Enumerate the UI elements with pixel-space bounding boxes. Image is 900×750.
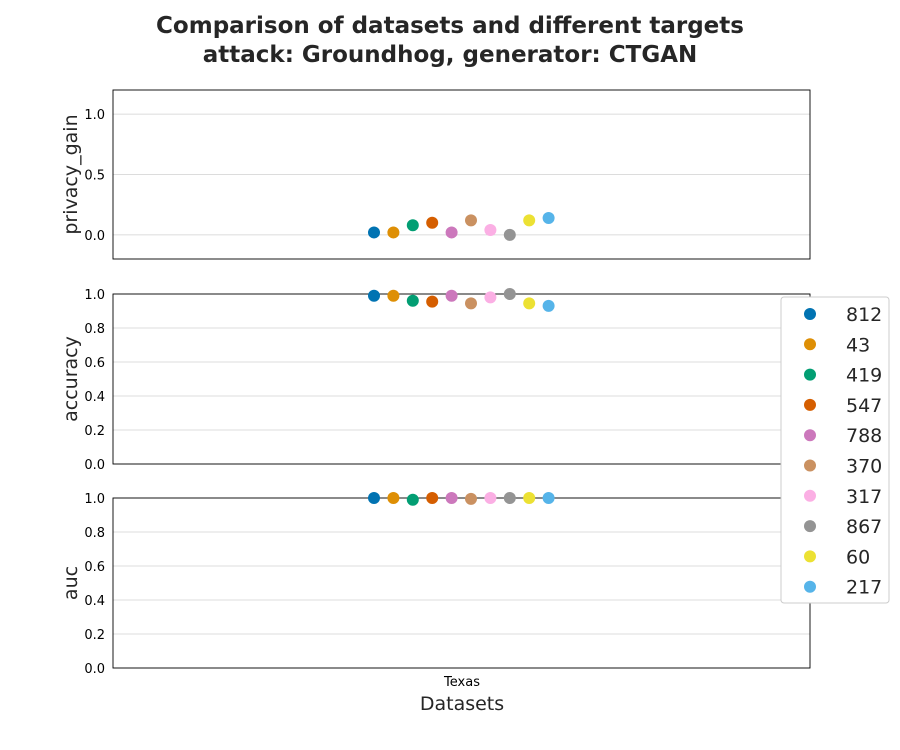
legend-marker: [804, 459, 816, 472]
plot-area: [113, 294, 810, 464]
point-370: [465, 214, 477, 227]
y-tick-label: 0.0: [84, 458, 105, 473]
y-tick-label: 0.0: [84, 229, 105, 244]
y-tick-label: 0.5: [84, 169, 105, 184]
chart-title-line2: attack: Groundhog, generator: CTGAN: [203, 42, 698, 68]
legend-label: 788: [846, 425, 882, 447]
y-tick-label: 1.0: [84, 288, 105, 303]
point-43: [387, 492, 400, 504]
legend-marker: [804, 580, 816, 593]
chart-title-line1: Comparison of datasets and different tar…: [156, 13, 744, 39]
point-419: [406, 219, 419, 232]
legend-label: 217: [846, 577, 882, 599]
point-317: [484, 224, 497, 237]
point-370: [465, 492, 477, 505]
y-tick-label: 0.4: [84, 390, 105, 405]
legend-marker: [804, 368, 816, 381]
panel-accuracy: 0.0 0.2 0.4 0.6 0.8 1.0 accuracy: [60, 288, 811, 473]
legend-label: 419: [846, 365, 882, 387]
legend-marker: [804, 429, 816, 442]
point-419: [406, 294, 419, 307]
legend-label: 547: [846, 395, 882, 417]
y-tick-label: 1.0: [84, 108, 105, 123]
point-317: [484, 291, 497, 304]
legend-label: 43: [846, 334, 870, 356]
y-axis-label: privacy_gain: [60, 114, 82, 234]
y-tick-label: 0.4: [84, 594, 105, 609]
point-60: [523, 214, 536, 227]
legend-label: 317: [846, 486, 882, 508]
legend-marker: [804, 550, 816, 563]
y-tick-label: 0.8: [84, 322, 105, 337]
y-tick-label: 0.6: [84, 356, 105, 371]
point-547: [426, 216, 439, 229]
y-tick-label: 0.2: [84, 628, 105, 643]
legend-marker: [804, 308, 816, 320]
point-547: [426, 295, 439, 308]
legend-marker: [804, 338, 816, 351]
point-867: [503, 228, 516, 241]
point-60: [523, 297, 536, 310]
point-788: [445, 289, 458, 302]
point-43: [387, 226, 400, 239]
legend-label: 370: [846, 456, 882, 478]
legend-marker: [804, 398, 816, 411]
point-812: [368, 289, 380, 302]
point-217: [542, 211, 555, 224]
point-812: [368, 226, 380, 239]
y-tick-label: 1.0: [84, 492, 105, 507]
point-217: [542, 299, 555, 312]
point-217: [542, 492, 555, 504]
plot-area: [113, 498, 810, 668]
y-tick-label: 0.0: [84, 662, 105, 677]
point-317: [484, 492, 497, 504]
legend-marker: [804, 489, 816, 502]
point-812: [368, 492, 380, 504]
y-tick-label: 0.6: [84, 560, 105, 575]
point-419: [406, 493, 419, 506]
x-axis-label: Datasets: [420, 693, 504, 715]
legend: 812 43 419 547 788 370 317 867 60 217: [780, 296, 890, 604]
point-43: [387, 289, 400, 302]
legend-box: [780, 296, 890, 604]
legend-marker: [804, 520, 816, 533]
y-axis-label: accuracy: [60, 336, 82, 422]
panels: 0.00.51.0privacy_gain0.00.20.40.60.81.0a…: [60, 89, 811, 677]
point-867: [503, 492, 516, 504]
point-788: [445, 226, 458, 239]
point-370: [465, 297, 477, 310]
y-tick-label: 0.2: [84, 424, 105, 439]
legend-label: 60: [846, 546, 870, 568]
x-tick-label: Texas: [443, 675, 480, 690]
y-tick-label: 0.8: [84, 526, 105, 541]
plot-frame: [112, 89, 811, 260]
legend-label: 867: [846, 516, 882, 538]
point-60: [523, 492, 536, 504]
point-547: [426, 492, 439, 504]
point-867: [503, 288, 516, 300]
point-788: [445, 492, 458, 504]
panel-auc: 0.0 0.2 0.4 0.6 0.8 1.0 auc: [60, 492, 811, 677]
legend-label: 812: [846, 304, 882, 326]
y-axis-label: auc: [60, 566, 82, 600]
